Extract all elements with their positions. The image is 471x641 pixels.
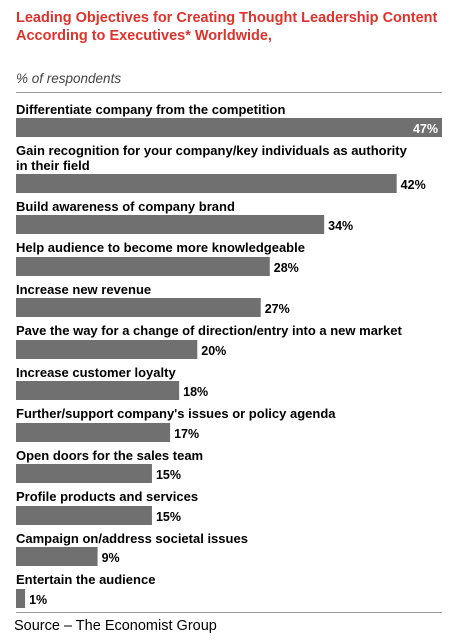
value-label: 34% <box>328 219 353 233</box>
bar <box>16 589 26 608</box>
category-label: Differentiate company from the competiti… <box>16 102 285 117</box>
top-rule <box>16 92 442 93</box>
chart-title: Leading Objectives for Creating Thought … <box>16 10 438 44</box>
category-label: Entertain the audience <box>16 572 155 587</box>
bar <box>16 298 261 317</box>
value-label: 42% <box>401 178 426 192</box>
value-label: 18% <box>183 385 208 399</box>
bar <box>16 340 198 359</box>
value-label: 15% <box>156 510 181 524</box>
category-label: Open doors for the sales team <box>16 448 203 463</box>
category-label: Gain recognition for your company/key in… <box>16 143 408 173</box>
bottom-rule <box>16 612 442 613</box>
category-label: Profile products and services <box>16 489 198 504</box>
value-label: 28% <box>274 261 299 275</box>
bar <box>16 381 180 400</box>
value-label: 1% <box>29 593 47 607</box>
value-label: 27% <box>265 302 290 316</box>
category-label: Build awareness of company brand <box>16 199 235 214</box>
category-label: Help audience to become more knowledgeab… <box>16 240 305 255</box>
category-label: Further/support company's issues or poli… <box>16 406 336 421</box>
bar <box>16 464 152 483</box>
bar <box>16 257 270 276</box>
value-label: 47% <box>413 122 438 136</box>
value-label: 20% <box>201 344 226 358</box>
chart-subtitle: % of respondents <box>16 71 122 86</box>
value-label: 9% <box>102 551 120 565</box>
bar <box>16 118 442 137</box>
category-label: Campaign on/address societal issues <box>16 531 248 546</box>
bar <box>16 215 325 234</box>
category-label: Pave the way for a change of direction/e… <box>16 323 402 338</box>
bar <box>16 174 397 193</box>
category-label: Increase new revenue <box>16 282 151 297</box>
bar <box>16 547 98 566</box>
value-label: 15% <box>156 468 181 482</box>
value-label: 17% <box>174 427 199 441</box>
bar <box>16 423 171 442</box>
category-label: Increase customer loyalty <box>16 365 176 380</box>
bar <box>16 506 152 525</box>
source-note: Source – The Economist Group <box>14 618 217 634</box>
